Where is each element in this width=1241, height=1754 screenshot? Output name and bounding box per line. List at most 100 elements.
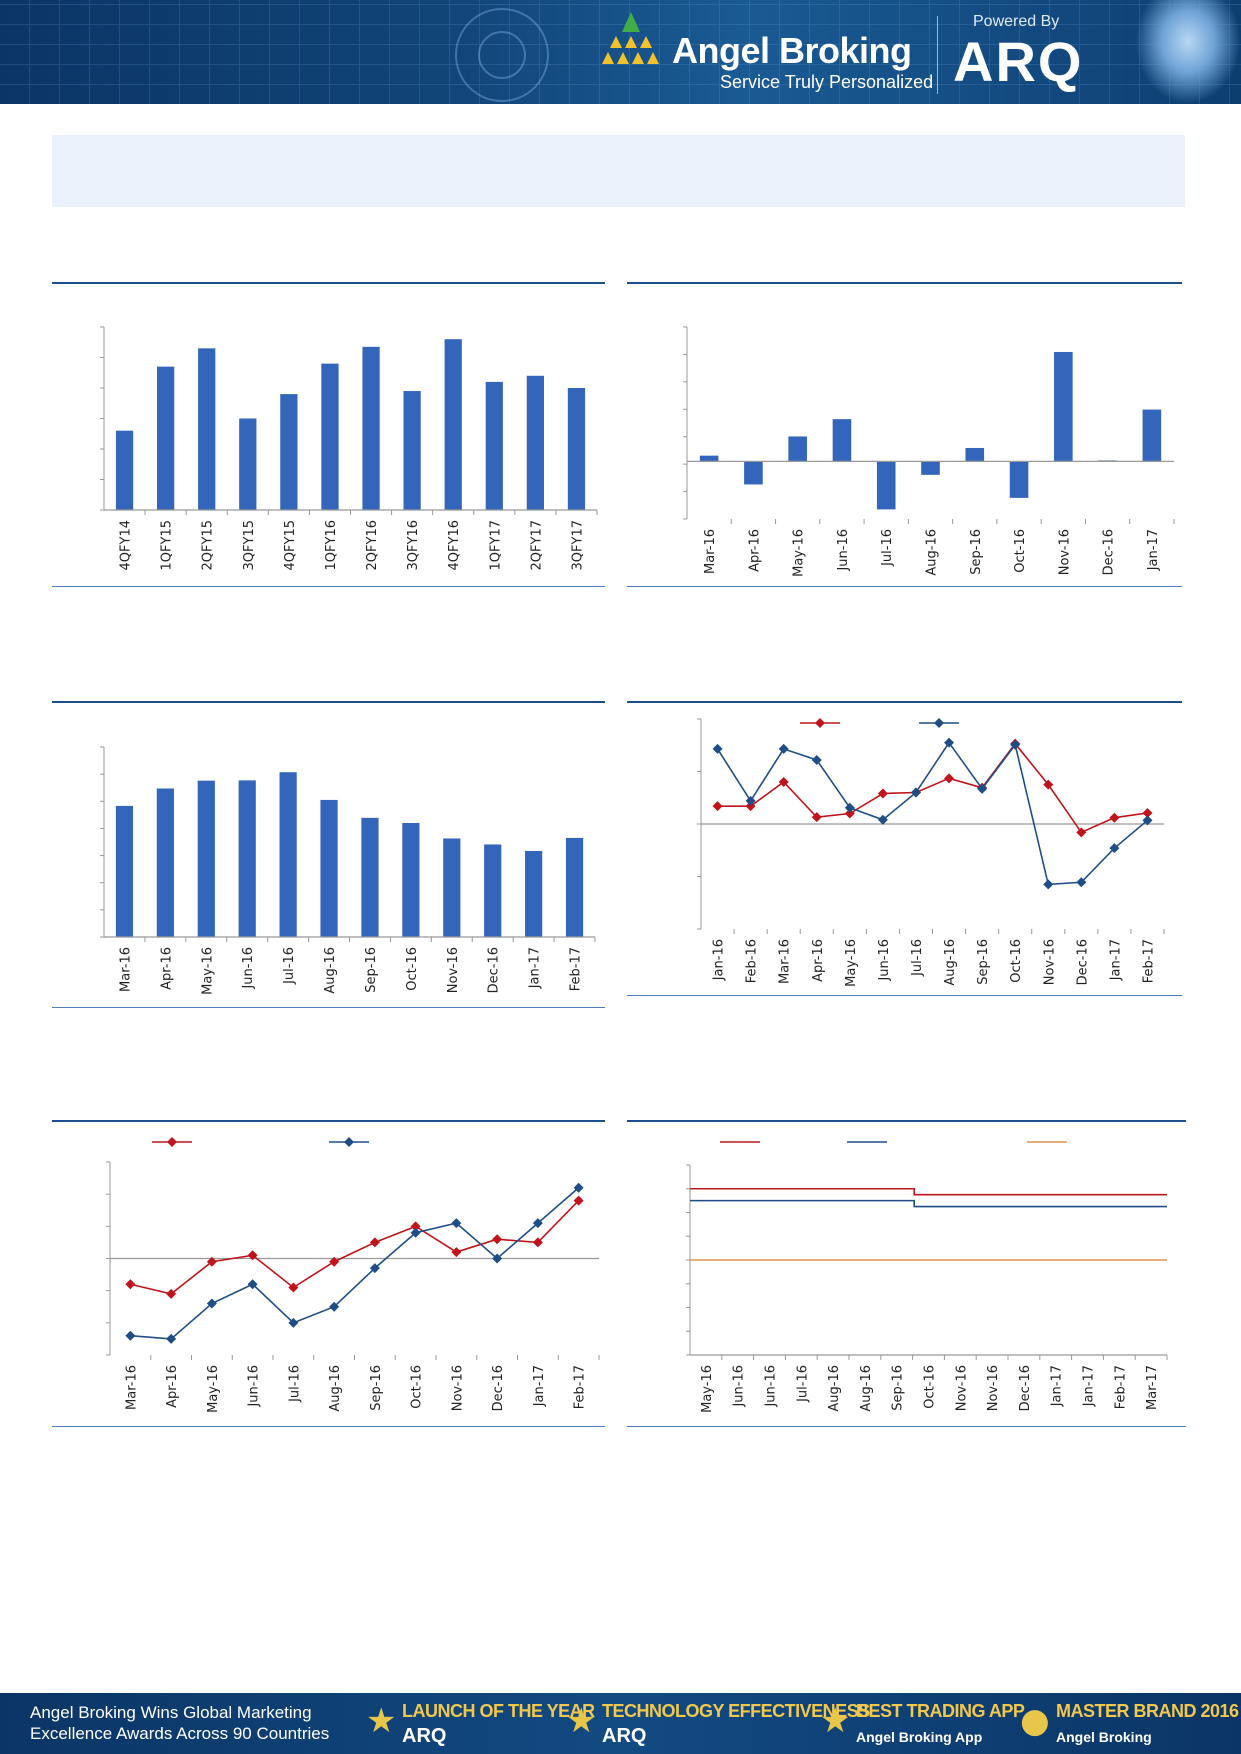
data-point bbox=[166, 1333, 177, 1344]
bar bbox=[526, 375, 545, 510]
x-tick-label: Apr-16 bbox=[811, 939, 826, 982]
data-point bbox=[877, 788, 888, 799]
x-tick-label: May-16 bbox=[206, 1365, 221, 1413]
panel-bottom-rule bbox=[52, 1426, 605, 1427]
panel-top-rule bbox=[52, 282, 605, 284]
x-tick-label: Aug-16 bbox=[323, 947, 338, 994]
x-tick-label: Feb-17 bbox=[569, 947, 584, 991]
bar bbox=[744, 461, 763, 485]
chart-panel-5: Mar-16 Apr-16 May-16 Jun-16 Jul-16 Aug-16 Sep-… bbox=[52, 1120, 605, 1428]
bar bbox=[320, 799, 338, 937]
data-point bbox=[977, 783, 988, 794]
x-tick-label: 3QFY15 bbox=[242, 520, 257, 570]
chart-panel-4: Jan-16 Feb-16 Mar-16 Apr-16 May-16 Jun-16 Jul-… bbox=[627, 701, 1182, 997]
data-point bbox=[125, 1279, 136, 1290]
bar bbox=[239, 418, 257, 510]
bar bbox=[156, 366, 175, 510]
x-tick-label: Jun-16 bbox=[764, 1365, 779, 1408]
bar bbox=[876, 461, 896, 510]
trophy-star-icon: ★ bbox=[820, 1701, 851, 1741]
data-point bbox=[410, 1221, 421, 1232]
x-tick-label: Jan-17 bbox=[1050, 1365, 1065, 1407]
x-tick-label: May-16 bbox=[700, 1365, 715, 1413]
x-tick-label: Aug-16 bbox=[943, 939, 958, 986]
bar bbox=[156, 788, 174, 937]
series-line bbox=[130, 1200, 580, 1295]
x-tick-label: Jun-16 bbox=[241, 947, 256, 990]
x-tick-label: Jul-16 bbox=[910, 939, 925, 977]
bar-chart-1: 4QFY14 1QFY15 2QFY15 3QFY15 4QFY15 1QFY16 2QFY… bbox=[100, 326, 598, 570]
data-point bbox=[1076, 827, 1087, 838]
series-line bbox=[130, 1187, 580, 1340]
x-tick-label: Aug-16 bbox=[827, 1365, 842, 1412]
data-point bbox=[778, 743, 789, 754]
bar bbox=[279, 772, 297, 937]
data-point bbox=[573, 1195, 584, 1206]
bar bbox=[485, 381, 503, 510]
data-point bbox=[247, 1250, 258, 1261]
data-point bbox=[206, 1298, 217, 1309]
bar bbox=[1142, 409, 1162, 462]
powered-by-label: Powered By bbox=[973, 13, 1060, 30]
data-point bbox=[451, 1247, 462, 1258]
x-tick-label: Dec-16 bbox=[1102, 529, 1117, 575]
x-tick-label: Nov-16 bbox=[450, 1365, 465, 1411]
panel-bottom-rule bbox=[627, 586, 1182, 587]
legend-marker bbox=[815, 718, 825, 728]
bar bbox=[484, 844, 502, 937]
data-point bbox=[492, 1253, 503, 1264]
x-tick-label: 4QFY14 bbox=[119, 520, 134, 570]
x-tick-label: Sep-16 bbox=[976, 939, 991, 985]
data-point bbox=[492, 1234, 503, 1245]
series-line bbox=[716, 741, 1148, 886]
chart-panel-6: May-16 Jun-16 Jun-16 Jul-16 Aug-16 Aug-16 Sep-… bbox=[627, 1120, 1186, 1428]
bar-chart-2: Mar-16 Apr-16 May-16 Jun-16 Jul-16 Aug-16 Sep-… bbox=[683, 326, 1175, 577]
data-point bbox=[532, 1237, 543, 1248]
data-point bbox=[712, 743, 723, 754]
legend-marker bbox=[934, 718, 944, 728]
bar bbox=[197, 780, 215, 937]
x-tick-label: Nov-16 bbox=[986, 1365, 1001, 1411]
data-point bbox=[451, 1218, 462, 1229]
x-tick-label: Dec-16 bbox=[491, 1365, 506, 1411]
x-tick-label: 1QFY15 bbox=[160, 520, 175, 570]
bar bbox=[565, 837, 584, 937]
x-tick-label: Jul-16 bbox=[880, 529, 895, 567]
data-point bbox=[944, 773, 955, 784]
brand-tagline: Service Truly Personalized bbox=[720, 72, 934, 92]
bar bbox=[444, 339, 462, 510]
x-tick-label: 2QFY16 bbox=[365, 520, 380, 570]
bar bbox=[699, 455, 719, 462]
x-tick-label: 2QFY17 bbox=[529, 520, 544, 570]
x-tick-label: May-16 bbox=[792, 529, 807, 577]
x-tick-label: Aug-16 bbox=[859, 1365, 874, 1412]
bar bbox=[361, 817, 379, 937]
arq-logo: ARQ bbox=[953, 30, 1084, 93]
award-title: BEST TRADING APP bbox=[856, 1701, 1025, 1721]
data-point bbox=[532, 1218, 543, 1229]
award-title: MASTER BRAND 2016 bbox=[1056, 1701, 1239, 1721]
x-tick-label: Nov-16 bbox=[1057, 529, 1072, 575]
bar bbox=[788, 436, 807, 462]
panel-top-rule bbox=[52, 1120, 605, 1122]
x-tick-label: May-16 bbox=[844, 939, 859, 987]
page-footer: Angel Broking Wins Global Marketing Exce… bbox=[0, 1693, 1241, 1754]
x-tick-label: Mar-16 bbox=[118, 947, 133, 992]
x-tick-label: Oct-16 bbox=[410, 1365, 425, 1409]
bar bbox=[280, 394, 298, 510]
x-tick-label: Oct-16 bbox=[1009, 939, 1024, 983]
line-chart-5: Mar-16 Apr-16 May-16 Jun-16 Jul-16 Aug-16 Sep-… bbox=[106, 1137, 600, 1413]
x-tick-label: Feb-17 bbox=[1113, 1365, 1128, 1409]
trophy-star-icon: ★ bbox=[366, 1701, 397, 1741]
trophy-globe-icon: ● bbox=[1020, 1701, 1050, 1741]
data-point bbox=[1142, 807, 1153, 818]
x-tick-label: Jan-17 bbox=[1146, 529, 1161, 571]
award-subtitle: ARQ bbox=[402, 1725, 447, 1747]
data-point bbox=[1142, 815, 1153, 826]
x-tick-label: Oct-16 bbox=[1013, 529, 1028, 573]
data-point bbox=[944, 737, 955, 748]
x-tick-label: Jun-16 bbox=[732, 1365, 747, 1408]
x-tick-label: Mar-16 bbox=[124, 1365, 139, 1410]
bar-chart-3: Mar-16 Apr-16 May-16 Jun-16 Jul-16 Aug-16 Sep-… bbox=[100, 746, 596, 995]
panel-bottom-rule bbox=[52, 586, 605, 587]
